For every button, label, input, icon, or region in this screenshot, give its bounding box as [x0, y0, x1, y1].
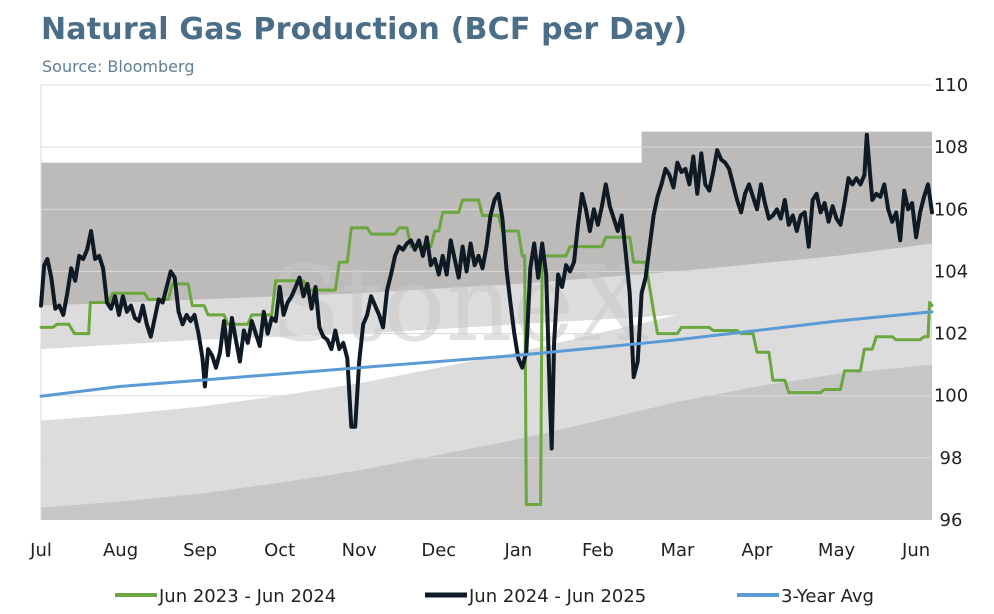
y-tick-label: 108 — [934, 137, 968, 158]
y-tick-label: 102 — [934, 324, 968, 345]
x-tick-label: Aug — [103, 540, 138, 561]
y-tick-label: 98 — [940, 448, 963, 469]
x-tick-label: Jun — [901, 540, 930, 561]
y-axis-ticks: 96 98 100 102 104 106 108 110 — [934, 75, 968, 531]
chart-title: Natural Gas Production (BCF per Day) — [41, 12, 688, 47]
y-tick-label: 96 — [940, 510, 963, 531]
x-tick-label: Jul — [29, 540, 52, 561]
x-tick-label: Feb — [582, 540, 614, 561]
legend-label: 3-Year Avg — [781, 586, 874, 607]
y-tick-label: 100 — [934, 386, 968, 407]
gridlines — [40, 84, 932, 520]
series-line-2 — [39, 132, 934, 451]
x-tick-label: Mar — [660, 540, 695, 561]
range-bands — [41, 131, 932, 520]
series-lines — [39, 132, 934, 506]
series-line-3 — [39, 310, 934, 398]
y-tick-label: 104 — [934, 261, 968, 282]
x-tick-label: Sep — [183, 540, 217, 561]
x-tick-label: Apr — [741, 540, 773, 561]
x-tick-label: Oct — [264, 540, 295, 561]
legend: Jun 2023 - Jun 2024 Jun 2024 - Jun 2025 3-… — [115, 586, 874, 607]
x-tick-label: May — [818, 540, 856, 561]
y-tick-label: 106 — [934, 199, 968, 220]
legend-label: Jun 2024 - Jun 2025 — [468, 586, 646, 607]
x-axis-ticks: Jul Aug Sep Oct Nov Dec Jan Feb Mar Apr May Jun — [29, 540, 930, 561]
x-tick-label: Dec — [421, 540, 456, 561]
x-tick-label: Jan — [503, 540, 532, 561]
x-tick-label: Nov — [342, 540, 377, 561]
series-line-1 — [39, 198, 934, 506]
legend-label: Jun 2023 - Jun 2024 — [158, 586, 336, 607]
y-tick-label: 110 — [934, 75, 968, 96]
floor-band — [41, 364, 932, 520]
chart-subtitle: Source: Bloomberg — [42, 57, 195, 76]
